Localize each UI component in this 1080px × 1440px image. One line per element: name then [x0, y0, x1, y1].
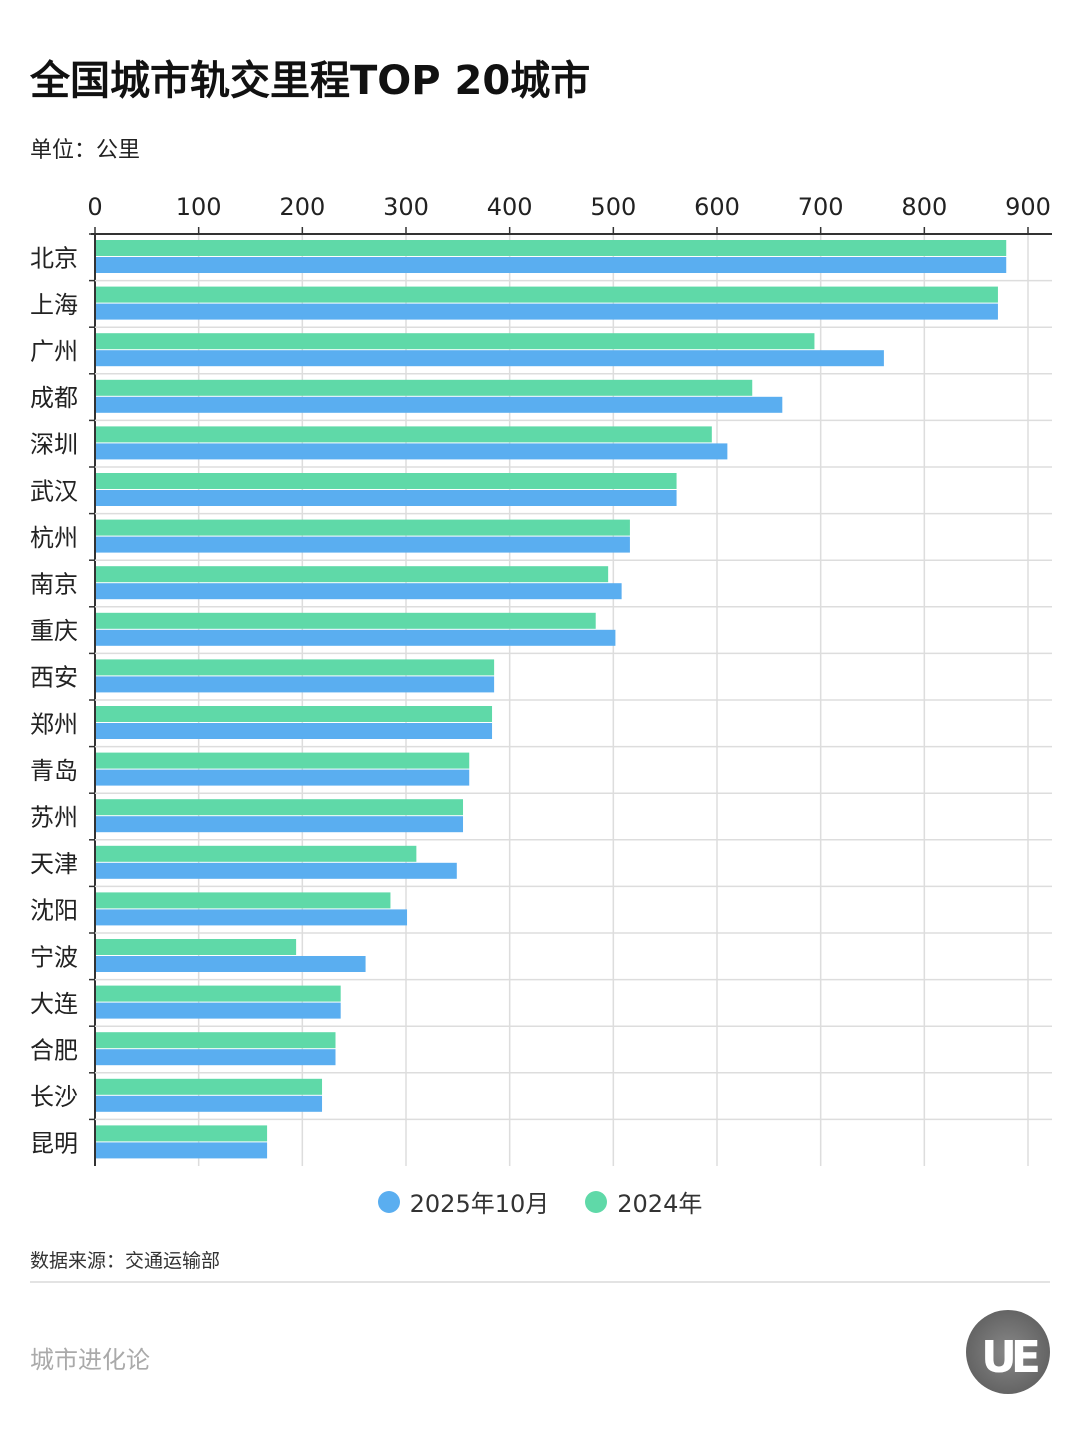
x-tick-label: 800 [901, 193, 947, 221]
bar-2025 [96, 1142, 268, 1159]
y-category-label: 苏州 [30, 804, 78, 832]
legend-dot-2025 [377, 1190, 400, 1213]
y-category-label: 北京 [30, 244, 78, 272]
y-category-label: 深圳 [30, 431, 78, 459]
bar-2024 [96, 1032, 336, 1049]
y-category-label: 重庆 [30, 617, 78, 645]
x-tick-label: 0 [87, 193, 102, 221]
y-category-label: 长沙 [30, 1083, 78, 1111]
bar-2024 [96, 333, 815, 350]
divider [30, 1281, 1050, 1283]
bar-2025 [96, 396, 783, 413]
legend-item-2024[interactable]: 2024年 [585, 1184, 702, 1219]
bar-2025 [96, 862, 457, 879]
bar-2024 [96, 379, 753, 396]
bar-2025 [96, 629, 616, 646]
bar-2024 [96, 985, 341, 1002]
y-category-label: 南京 [30, 571, 78, 599]
bar-2024 [96, 659, 495, 676]
y-category-label: 大连 [30, 990, 78, 1018]
x-tick-label: 900 [1005, 193, 1051, 221]
bar-2025 [96, 909, 408, 926]
x-tick-label: 100 [176, 193, 222, 221]
bar-2024 [96, 752, 470, 769]
bar-2025 [96, 956, 366, 972]
legend-label-2024: 2024年 [617, 1190, 703, 1218]
x-tick-label: 600 [694, 193, 740, 221]
bar-2025 [96, 350, 884, 367]
y-category-label: 武汉 [30, 477, 78, 505]
bar-2024 [96, 286, 998, 303]
bar-chart: 0 100 200 300 400 500 600 700 800 900 北京上海广州成都深圳武汉… [30, 193, 1052, 1166]
x-tick-label: 500 [590, 193, 636, 221]
x-tick-label: 400 [487, 193, 533, 221]
bar-2025 [96, 490, 677, 506]
bar-2025 [96, 536, 630, 553]
y-category-label: 青岛 [30, 757, 78, 785]
y-category-label: 郑州 [30, 710, 78, 738]
brand-name: 城市进化论 [30, 1346, 150, 1374]
legend-item-2025[interactable]: 2025年10月 [377, 1184, 550, 1219]
y-category-label: 杭州 [30, 524, 78, 552]
bar-2024 [96, 799, 464, 816]
brand-logo: UE [966, 1310, 1050, 1394]
legend-label-2025: 2025年10月 [409, 1190, 550, 1218]
bar-2024 [96, 612, 596, 629]
y-category-label: 宁波 [30, 943, 78, 971]
y-category-label: 西安 [30, 664, 78, 692]
y-category-label: 成都 [30, 384, 78, 412]
bar-2025 [96, 1095, 323, 1112]
bar-2025 [96, 723, 493, 739]
bar-2024 [96, 519, 630, 536]
y-category-label: 合肥 [30, 1037, 78, 1065]
unit-label: 单位：公里 [30, 138, 141, 163]
bar-2025 [96, 583, 622, 600]
bar-2024 [96, 566, 609, 583]
bar-2024 [96, 473, 677, 489]
chart-title: 全国城市轨交里程TOP 20城市 [30, 58, 591, 104]
bar-2025 [96, 1002, 341, 1019]
x-tick-label: 700 [798, 193, 844, 221]
bar-2025 [96, 257, 1007, 273]
y-category-label: 昆明 [30, 1130, 78, 1158]
y-category-label: 广州 [30, 338, 78, 366]
bar-2025 [96, 303, 998, 320]
y-category-label: 上海 [30, 291, 78, 319]
x-tick-label: 200 [279, 193, 325, 221]
data-source: 数据来源：交通运输部 [30, 1250, 221, 1272]
y-category-label: 天津 [30, 850, 78, 878]
y-category-label: 沈阳 [30, 897, 78, 925]
bar-2025 [96, 1049, 336, 1066]
bar-2024 [96, 1078, 323, 1095]
bar-2024 [96, 845, 417, 862]
legend-dot-2024 [585, 1190, 608, 1213]
bar-2025 [96, 769, 470, 786]
bar-2024 [96, 939, 297, 955]
x-tick-label: 300 [383, 193, 429, 221]
bar-2025 [96, 816, 464, 833]
bar-2024 [96, 1125, 268, 1142]
bar-2024 [96, 706, 493, 722]
bar-2024 [96, 892, 391, 909]
legend: 2025年10月 2024年 [0, 1184, 1080, 1219]
bar-2025 [96, 443, 728, 460]
bar-2025 [96, 676, 495, 693]
bar-2024 [96, 240, 1007, 256]
bar-2024 [96, 426, 712, 443]
